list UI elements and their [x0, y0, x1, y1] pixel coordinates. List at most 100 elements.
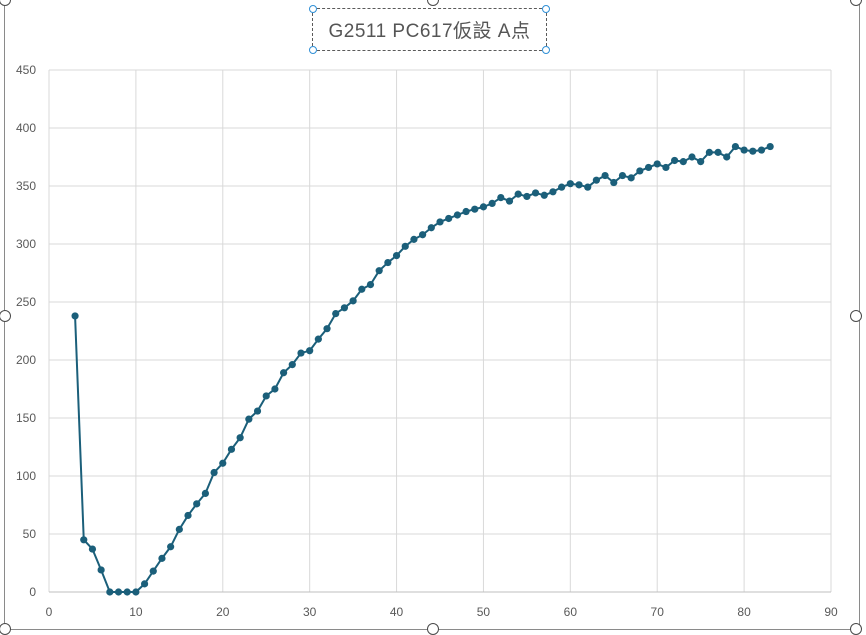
title-handle-bottom-left[interactable]: [309, 46, 317, 54]
data-point: [288, 361, 296, 369]
data-point: [540, 191, 548, 199]
title-handle-bottom-right[interactable]: [542, 46, 550, 54]
data-point: [723, 153, 731, 161]
y-tick-label: 250: [16, 295, 36, 309]
data-point: [349, 297, 357, 305]
data-point: [549, 188, 557, 196]
data-point: [114, 588, 123, 596]
y-tick-label: 150: [16, 411, 36, 425]
data-point: [749, 147, 757, 155]
chart-title-text: G2511 PC617仮設 A点: [328, 21, 531, 42]
data-point: [488, 199, 496, 207]
data-point: [340, 304, 349, 312]
chart-title[interactable]: G2511 PC617仮設 A点: [309, 5, 550, 54]
data-point: [601, 171, 609, 180]
y-tick-label: 400: [16, 121, 36, 135]
data-point: [158, 554, 166, 562]
data-point: [306, 347, 314, 355]
data-point: [271, 385, 279, 393]
data-point: [592, 176, 601, 184]
data-point: [236, 434, 244, 442]
data-point: [688, 153, 696, 161]
data-point: [219, 459, 227, 467]
y-tick-label: 450: [16, 63, 36, 77]
data-point: [366, 281, 375, 289]
data-point: [523, 192, 531, 201]
data-point: [479, 203, 488, 211]
x-tick-label: 60: [564, 605, 578, 619]
title-handle-top-right[interactable]: [542, 5, 550, 13]
data-point: [662, 163, 670, 172]
data-point: [636, 167, 644, 175]
resize-handle-middle-right[interactable]: [850, 310, 862, 322]
data-point: [314, 335, 322, 343]
data-point: [88, 545, 97, 553]
data-point: [410, 235, 418, 243]
data-point: [705, 148, 713, 156]
data-point: [175, 525, 183, 533]
data-point: [245, 415, 253, 423]
x-tick-label: 90: [824, 605, 838, 619]
data-point: [671, 156, 679, 165]
data-point: [323, 325, 331, 333]
data-point: [297, 349, 305, 357]
data-point: [132, 588, 140, 596]
y-tick-label: 0: [29, 585, 36, 599]
data-point: [731, 142, 740, 151]
y-tick-label: 300: [16, 237, 36, 251]
data-point: [106, 588, 114, 596]
data-point: [184, 511, 192, 520]
data-point: [471, 205, 479, 213]
x-tick-label: 70: [651, 605, 665, 619]
data-point: [584, 183, 592, 191]
y-tick-label: 50: [23, 527, 37, 541]
data-point: [714, 148, 722, 156]
title-handle-top-left[interactable]: [309, 5, 317, 13]
data-point: [193, 500, 201, 508]
data-point: [123, 588, 131, 596]
data-point: [262, 392, 270, 400]
data-point: [766, 142, 774, 151]
x-tick-label: 10: [129, 605, 143, 619]
data-point: [653, 160, 661, 168]
x-tick-label: 30: [303, 605, 317, 619]
data-point: [453, 211, 461, 219]
data-point: [740, 146, 748, 154]
data-point: [427, 224, 435, 232]
data-point: [253, 407, 262, 415]
data-point: [280, 369, 288, 377]
x-tick-label: 50: [477, 605, 491, 619]
data-point: [227, 445, 236, 453]
data-point: [558, 183, 566, 191]
x-tick-label: 40: [390, 605, 404, 619]
data-point: [618, 171, 627, 180]
data-point: [566, 180, 574, 188]
resize-handle-middle-left[interactable]: [0, 310, 11, 322]
y-tick-label: 350: [16, 179, 36, 193]
y-tick-label: 200: [16, 353, 36, 367]
data-point: [80, 536, 88, 544]
data-point: [71, 312, 79, 320]
data-point: [757, 146, 766, 154]
data-point: [358, 285, 366, 293]
data-point: [332, 310, 340, 318]
data-point: [97, 566, 105, 574]
data-point: [149, 567, 157, 575]
data-point: [644, 163, 653, 172]
data-point: [419, 231, 427, 239]
series-line: [74, 145, 771, 593]
data-point: [575, 181, 583, 189]
data-point: [505, 197, 514, 205]
data-point: [627, 174, 635, 182]
data-point: [610, 178, 618, 187]
data-point: [531, 189, 540, 197]
data-point: [445, 214, 453, 223]
data-point: [436, 218, 444, 226]
data-point: [401, 242, 409, 250]
x-tick-label: 0: [46, 605, 53, 619]
data-point: [210, 468, 218, 477]
data-point: [679, 158, 687, 166]
data-point: [514, 190, 522, 198]
